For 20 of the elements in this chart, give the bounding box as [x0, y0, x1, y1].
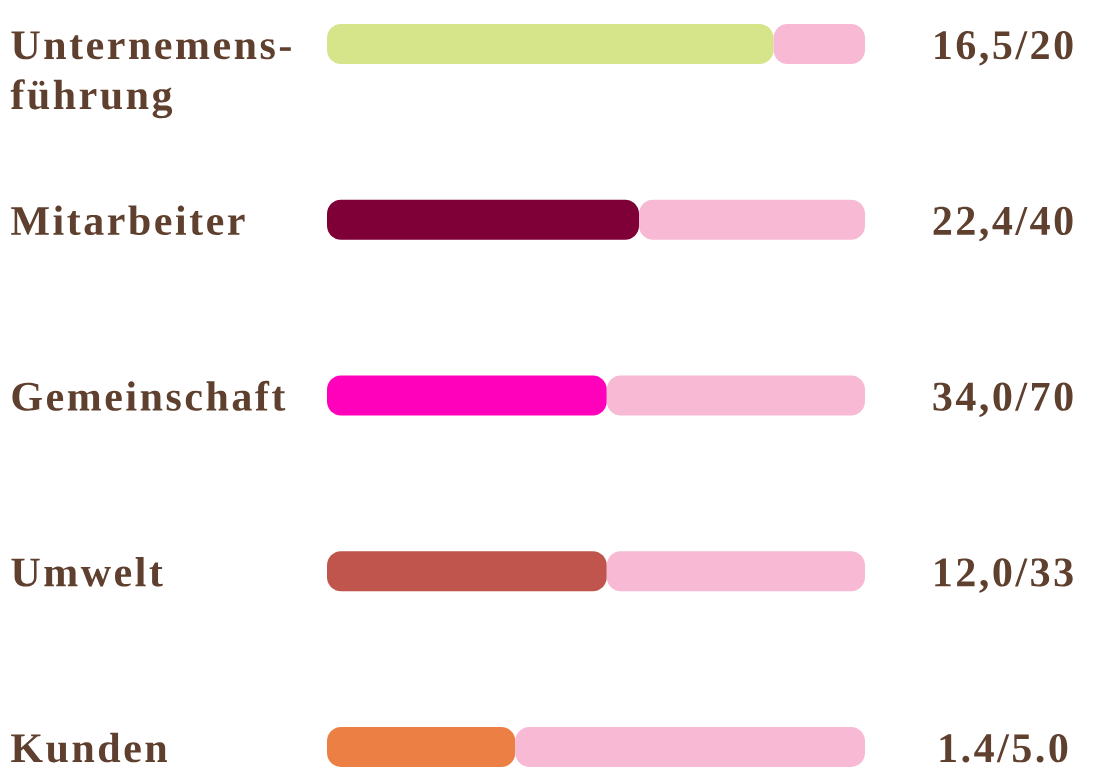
y-tick-label: Unternemens-führung	[10, 31, 291, 119]
text: 34,0/70	[933, 382, 1073, 417]
text: 1.4/5.0	[940, 734, 1068, 763]
bar	[327, 375, 607, 416]
bar	[773, 23, 866, 64]
bar	[327, 23, 774, 64]
bar	[606, 375, 866, 416]
bar	[515, 726, 866, 767]
y-tick-label: Umwelt	[11, 557, 163, 587]
text: 16,5/20	[935, 31, 1073, 66]
bar	[327, 199, 640, 240]
y-tick-label: Gemeinschaft	[12, 380, 286, 411]
text: 22,4/40	[933, 206, 1073, 242]
y-tick-label: Mitarbeiter	[11, 205, 245, 236]
bar	[327, 551, 607, 592]
bar	[327, 726, 516, 767]
text: 12,0/33	[935, 558, 1073, 593]
bar	[639, 199, 866, 240]
bar	[606, 551, 866, 592]
y-tick-label: Kunden	[11, 732, 168, 763]
